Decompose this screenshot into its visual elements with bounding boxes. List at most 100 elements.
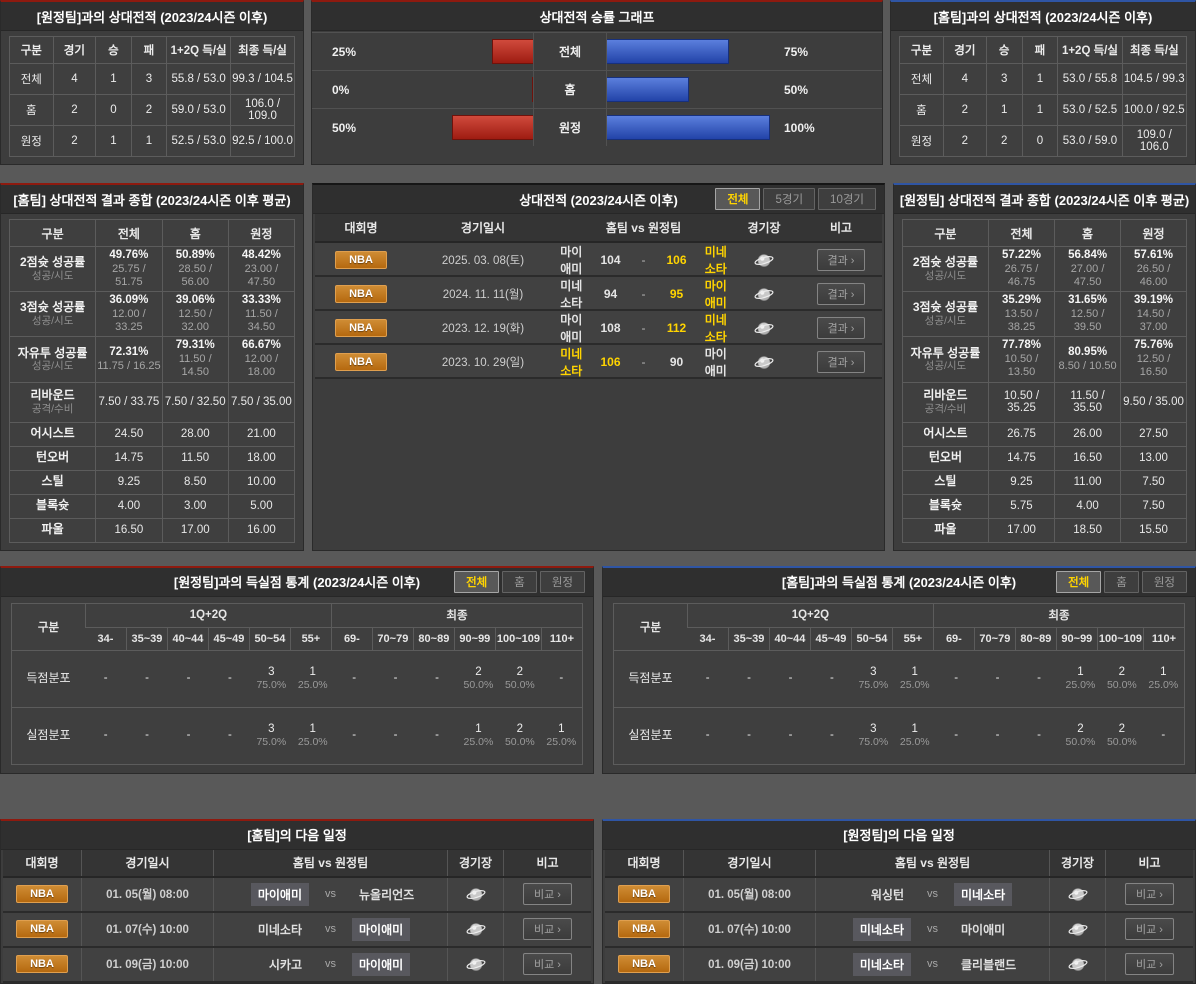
distribution-cell: -	[435, 672, 439, 685]
game-datetime: 01. 05(월) 08:00	[683, 877, 815, 911]
filter-tab[interactable]: 원정	[1141, 570, 1187, 593]
filter-tab[interactable]: 전체	[1056, 570, 1102, 593]
venue-globe-icon[interactable]	[465, 956, 487, 973]
column-header: 1+2Q 득/실	[1057, 37, 1121, 63]
panel-title: [홈팀]과의 득실점 통계 (2023/24시즌 이후) 전체 홈 원정	[603, 567, 1195, 597]
compare-button[interactable]: 비교 ›	[1125, 918, 1174, 941]
stat-value: 66.67% 12.00 / 18.00	[227, 337, 294, 382]
league-badge: NBA	[16, 955, 68, 974]
league-cell: NBA	[3, 913, 81, 946]
panel-title: 상대전적 (2023/24시즌 이후) 전체 5경기 10경기	[313, 185, 884, 214]
score-separator: -	[641, 253, 646, 267]
filter-tab[interactable]: 홈	[1104, 570, 1139, 593]
graph-row: 25% 전체 75%	[312, 32, 882, 70]
stat-label: 리바운드 공격/수비	[30, 388, 75, 415]
column-header: 구분	[41, 226, 64, 241]
away-score: 95	[669, 287, 684, 301]
filter-tab[interactable]: 전체	[454, 570, 500, 593]
venue-cell	[728, 352, 800, 373]
table-cell: 2	[52, 126, 96, 156]
distribution-cell: -	[1037, 672, 1041, 685]
compare-button[interactable]: 비교 ›	[523, 918, 572, 941]
distribution-cell: -	[103, 672, 108, 685]
result-button[interactable]: 결과 ›	[816, 249, 866, 271]
schedule-rows: NBA 01. 05(월) 08:00 워싱턴 vs 미네소타	[605, 877, 1193, 983]
stat-value: 77.78% 10.50 / 13.50	[987, 337, 1054, 382]
venue-globe-icon[interactable]	[465, 886, 487, 903]
simple-rows: 어시스트 24.50 28.00 21.00 턴오버 14.75 11.50 1…	[10, 421, 294, 542]
league-badge: NBA	[16, 920, 68, 939]
column-header: 대회명	[344, 221, 378, 235]
distribution-cell: -	[829, 729, 834, 742]
schedule-rows: NBA 01. 05(월) 08:00 마이애미 vs 뉴올리언즈	[3, 877, 591, 983]
venue-globe-icon[interactable]	[753, 320, 775, 337]
venue-globe-icon[interactable]	[1067, 886, 1089, 903]
home-win-bar	[532, 77, 533, 102]
panel-title: 상대전적 승률 그래프	[312, 2, 882, 31]
result-button[interactable]: 결과 ›	[816, 283, 866, 305]
table-cell: 1	[1021, 64, 1058, 94]
filter-tab[interactable]: 10경기	[818, 188, 876, 210]
table-cell: 55.8 / 53.0	[166, 64, 230, 94]
stat-label: 3점슛 성공률 성공/시도	[912, 300, 979, 328]
graph-row: 50% 원정 100%	[312, 108, 882, 146]
table-row: 전체 4 1 3 55.8 / 53.0 99.3 / 104.5	[10, 63, 294, 94]
filter-tab[interactable]: 원정	[539, 570, 585, 593]
match-cell: 미네소타 106 - 90 마이애미	[559, 345, 728, 379]
compare-button[interactable]: 비교 ›	[523, 953, 572, 976]
filter-tab[interactable]: 전체	[715, 188, 761, 210]
table-cell: 92.5 / 100.0	[230, 126, 294, 156]
venue-globe-icon[interactable]	[1067, 956, 1089, 973]
venue-globe-icon[interactable]	[465, 921, 487, 938]
compare-button[interactable]: 비교 ›	[1125, 953, 1174, 976]
compare-button[interactable]: 비교 ›	[1125, 883, 1174, 906]
table-header-row: 대회명 경기일시 홈팀 vs 원정팀 경기장 비고	[315, 214, 882, 243]
vs-home-record-panel: [홈팀]과의 상대전적 (2023/24시즌 이후) 구분 경기 승 패 1+2Q 득/…	[890, 0, 1196, 165]
distribution-cell: 2 50.0%	[504, 722, 535, 749]
distribution-cell: 1 25.0%	[1065, 665, 1096, 692]
game-row: NBA 2023. 10. 29(일) 미네소타 106 - 90 마이애미	[315, 345, 882, 379]
away-team-name: 마이애미	[704, 279, 727, 310]
stat-value: 72.31% 11.75 / 16.25	[95, 337, 161, 382]
venue-globe-icon[interactable]	[753, 286, 775, 303]
table-header: 구분 1Q+2Q 최종 34- 35~39 40~44 45~49 50~54 55+ 69…	[12, 603, 582, 650]
distribution-cell: -	[705, 729, 710, 742]
range-header: 80~89	[412, 626, 454, 650]
away-bar-zone	[607, 33, 770, 70]
table-cell: 2	[942, 126, 986, 156]
table-cell: 53.0 / 59.0	[1057, 126, 1121, 156]
compare-button[interactable]: 비교 ›	[523, 883, 572, 906]
venue-globe-icon[interactable]	[1067, 921, 1089, 938]
away-win-bar	[607, 77, 689, 102]
distribution-cell: 1 25.0%	[899, 665, 930, 692]
venue-globe-icon[interactable]	[753, 354, 775, 371]
away-score: 112	[666, 321, 687, 335]
result-button[interactable]: 결과 ›	[816, 351, 866, 373]
distribution-cell: -	[829, 672, 834, 685]
league-cell: NBA	[315, 249, 407, 271]
column-header: 대회명	[25, 856, 59, 871]
stat-value: 31.65% 12.50 / 39.50	[1054, 292, 1120, 337]
stat-value: 11.00	[1054, 470, 1120, 494]
stat-label: 블록슛	[36, 498, 70, 513]
vs-label: vs	[325, 888, 336, 901]
match-cell: 시카고 vs 마이애미	[213, 947, 447, 981]
stat-value: 10.50 / 35.25	[987, 382, 1054, 422]
venue-globe-icon[interactable]	[753, 252, 775, 269]
stat-value: 50.89% 28.50 / 56.00	[161, 247, 228, 292]
panel-title: [원정팀] 상대전적 결과 종합 (2023/24시즌 이후 평균)	[894, 185, 1195, 214]
filter-tab[interactable]: 홈	[502, 570, 537, 593]
away-win-pct-label: 50%	[784, 82, 809, 97]
distribution-cell: 1 25.0%	[297, 665, 328, 692]
game-datetime: 01. 07(수) 10:00	[683, 912, 815, 946]
filter-tab[interactable]: 5경기	[763, 188, 816, 210]
table-cell: 1	[95, 64, 131, 94]
result-button[interactable]: 결과 ›	[816, 317, 866, 339]
away-team-schedule-panel: [원정팀]의 다음 일정 대회명 경기일시 홈팀 vs 원정팀 경기장 비고 NBA 0…	[602, 818, 1196, 984]
match-cell: 마이애미 vs 뉴올리언즈	[213, 877, 447, 911]
distribution-cell: -	[352, 672, 357, 685]
home-team-name: 미네소타	[852, 917, 911, 941]
table-header-row: 구분 경기 승 패 1+2Q 득/실 최종 득/실	[900, 37, 1186, 63]
table-row: 어시스트 26.75 26.00 27.50	[903, 421, 1186, 446]
table-row: 2점슛 성공률 성공/시도 49.76% 25.75 / 51.75 50.89…	[10, 246, 294, 292]
